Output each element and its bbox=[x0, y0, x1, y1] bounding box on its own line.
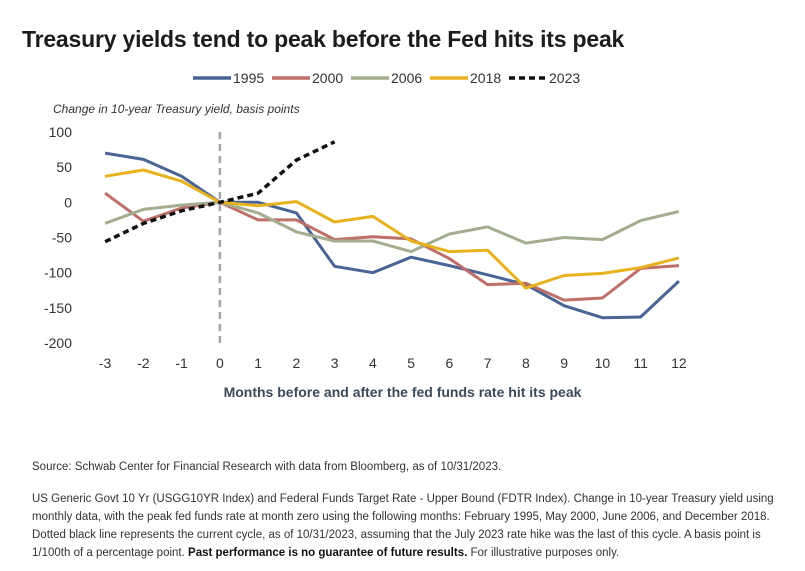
x-tick-label: 0 bbox=[216, 355, 224, 371]
y-tick-label: -50 bbox=[52, 230, 72, 246]
chart-title: Treasury yields tend to peak before the … bbox=[22, 26, 625, 52]
x-tick-label: 10 bbox=[595, 355, 611, 371]
y-axis-ticks: 100 50 0 -50 -100 -150 -200 bbox=[44, 124, 72, 351]
legend-item-2000: 2000 bbox=[272, 70, 343, 86]
disclaimer: Past performance is no guarantee of futu… bbox=[188, 547, 468, 559]
x-tick-label: 11 bbox=[633, 355, 648, 371]
legend-label: 2006 bbox=[391, 70, 422, 86]
y-tick-label: -150 bbox=[44, 300, 72, 316]
footnote-text: US Generic Govt 10 Yr (USGG10YR Index) a… bbox=[32, 493, 774, 559]
y-tick-label: 0 bbox=[64, 194, 72, 210]
x-tick-label: -2 bbox=[137, 355, 150, 371]
series-lines bbox=[104, 140, 680, 320]
footnote-tail: For illustrative purposes only. bbox=[470, 547, 620, 559]
y-tick-label: 50 bbox=[56, 159, 72, 175]
series-line-1995 bbox=[104, 151, 680, 320]
legend-label: 2023 bbox=[549, 70, 580, 86]
legend-item-1995: 1995 bbox=[193, 70, 264, 86]
y-axis-label: Change in 10-year Treasury yield, basis … bbox=[53, 102, 300, 116]
y-tick-label: -200 bbox=[44, 335, 72, 351]
legend: 1995 2000 2006 2018 2023 bbox=[193, 70, 580, 86]
legend-item-2018: 2018 bbox=[430, 70, 501, 86]
x-axis-ticks: -3 -2 -1 0 1 2 3 4 5 6 7 8 9 10 11 12 bbox=[99, 355, 687, 371]
x-tick-label: -1 bbox=[175, 355, 188, 371]
x-tick-label: 2 bbox=[292, 355, 300, 371]
series-line-2018 bbox=[104, 168, 680, 290]
x-tick-label: 8 bbox=[522, 355, 530, 371]
series-line-2023 bbox=[104, 140, 336, 244]
x-tick-label: 3 bbox=[331, 355, 339, 371]
series-line-2006 bbox=[104, 200, 680, 254]
legend-label: 2000 bbox=[312, 70, 343, 86]
y-tick-label: -100 bbox=[44, 265, 72, 281]
x-tick-label: 9 bbox=[560, 355, 568, 371]
legend-item-2023: 2023 bbox=[509, 70, 580, 86]
legend-label: 1995 bbox=[233, 70, 264, 86]
footnote: US Generic Govt 10 Yr (USGG10YR Index) a… bbox=[32, 490, 782, 562]
line-chart: 1995 2000 2006 2018 2023 Change in 10-year T… bbox=[44, 70, 687, 371]
source-note: Source: Schwab Center for Financial Rese… bbox=[32, 461, 502, 473]
legend-item-2006: 2006 bbox=[351, 70, 422, 86]
x-tick-label: 7 bbox=[484, 355, 492, 371]
x-tick-label: 6 bbox=[445, 355, 453, 371]
x-tick-label: 5 bbox=[407, 355, 415, 371]
x-tick-label: 4 bbox=[369, 355, 377, 371]
legend-label: 2018 bbox=[470, 70, 501, 86]
x-axis-label: Months before and after the fed funds ra… bbox=[223, 384, 582, 400]
x-tick-label: 12 bbox=[671, 355, 687, 371]
y-tick-label: 100 bbox=[49, 124, 73, 140]
x-tick-label: -3 bbox=[99, 355, 112, 371]
x-tick-label: 1 bbox=[254, 355, 262, 371]
